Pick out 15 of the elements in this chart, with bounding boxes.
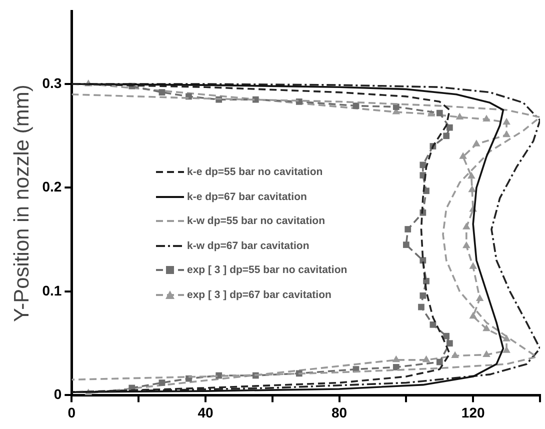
y-tick-label: 0.1 — [42, 282, 62, 298]
y-tick-label: 0.2 — [42, 178, 62, 195]
x-tick-label: 40 — [198, 404, 214, 420]
legend-label: exp [ 3 ] dp=67 bar cavitation — [187, 288, 332, 301]
legend-label: k-w dp=55 bar no cavitation — [187, 215, 325, 228]
legend-label: k-e dp=55 bar no cavitation — [187, 166, 323, 178]
x-tick-label: 120 — [461, 404, 485, 420]
legend-label: k-w dp=67 bar cavitation — [187, 240, 310, 252]
x-tick-label: 0 — [68, 404, 76, 420]
y-tick-label: 0 — [54, 386, 62, 402]
legend-label: k-e dp=67 bar cavitation — [187, 190, 307, 203]
x-tick-label: 80 — [331, 404, 348, 420]
y-tick-label: 0.3 — [42, 74, 62, 91]
legend-label: exp [ 3 ] dp=55 bar no cavitation — [187, 264, 348, 276]
y-axis-title: Y-Position in nozzle (mm) — [10, 84, 34, 322]
